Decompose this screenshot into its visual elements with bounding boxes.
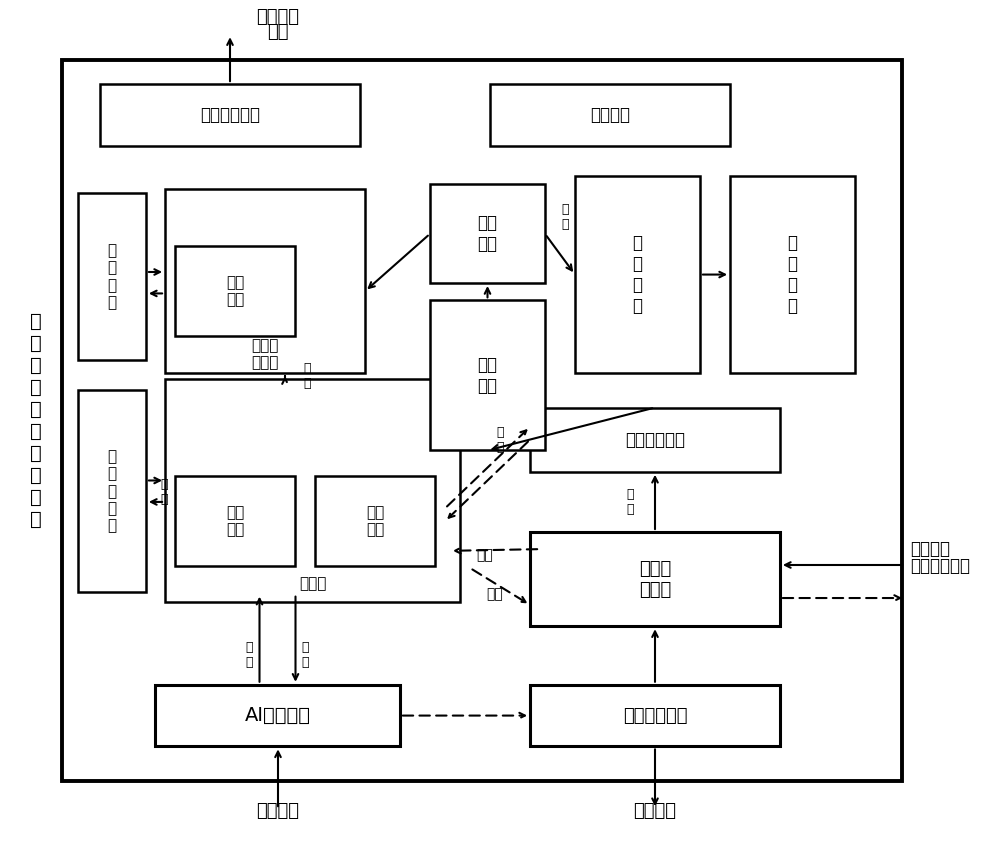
Text: 封装计
量模块: 封装计 量模块 xyxy=(251,338,279,371)
Text: 对
比: 对 比 xyxy=(246,641,253,668)
Text: 创新人员: 创新人员 xyxy=(634,802,676,819)
Text: 监管
模块: 监管 模块 xyxy=(478,356,498,395)
Bar xyxy=(530,532,780,626)
Text: 储存: 储存 xyxy=(477,548,493,562)
Bar xyxy=(175,476,295,566)
Text: 供
能
模
块: 供 能 模 块 xyxy=(633,234,642,315)
Bar xyxy=(315,476,435,566)
Bar xyxy=(78,193,146,360)
Text: 安
防
模
块: 安 防 模 块 xyxy=(107,243,117,311)
Text: 一般
数据: 一般 数据 xyxy=(226,505,244,537)
Text: AI计算模块: AI计算模块 xyxy=(244,706,310,725)
Text: 上报: 上报 xyxy=(487,587,503,601)
Bar xyxy=(165,189,365,373)
Bar xyxy=(165,379,460,602)
Bar xyxy=(530,685,780,746)
Bar xyxy=(730,176,855,373)
Text: 创新需求: 创新需求 xyxy=(256,802,300,819)
Text: 量子加密模块: 量子加密模块 xyxy=(623,707,687,724)
Bar xyxy=(530,408,780,472)
Text: 创新人员: 创新人员 xyxy=(910,541,950,558)
Text: 资格审查模块: 资格审查模块 xyxy=(625,431,685,449)
Text: 创新需求: 创新需求 xyxy=(256,9,300,26)
Text: 访
问: 访 问 xyxy=(626,488,634,516)
Text: 外部中控系统: 外部中控系统 xyxy=(910,558,970,575)
Text: 量子通
信模块: 量子通 信模块 xyxy=(639,559,671,599)
Bar xyxy=(430,300,545,450)
Text: 动
力
模
块: 动 力 模 块 xyxy=(788,234,798,315)
Text: 满足: 满足 xyxy=(267,23,289,40)
Text: 特殊
数据: 特殊 数据 xyxy=(366,505,384,537)
Text: 真伪辨识模块: 真伪辨识模块 xyxy=(200,106,260,124)
Text: 分
析: 分 析 xyxy=(302,641,309,668)
Text: 上
传: 上 传 xyxy=(303,362,311,390)
Bar xyxy=(175,246,295,336)
Bar xyxy=(62,60,902,781)
Bar xyxy=(100,84,360,146)
Bar xyxy=(490,84,730,146)
Bar xyxy=(575,176,700,373)
Text: 同
步: 同 步 xyxy=(496,426,504,454)
Bar xyxy=(155,685,400,746)
Text: 更
新: 更 新 xyxy=(160,478,168,505)
Text: 特殊
材料: 特殊 材料 xyxy=(226,275,244,307)
Text: 区
块
链
模
块: 区 块 链 模 块 xyxy=(107,449,117,534)
Text: 定位模块: 定位模块 xyxy=(590,106,630,124)
Bar xyxy=(430,184,545,283)
Text: 供
能: 供 能 xyxy=(561,202,569,231)
Text: 通断
模块: 通断 模块 xyxy=(478,214,498,253)
Bar xyxy=(78,390,146,592)
Text: 数据库: 数据库 xyxy=(299,576,326,591)
Text: 特
殊
材
料
储
存
运
输
装
置: 特 殊 材 料 储 存 运 输 装 置 xyxy=(30,312,42,529)
